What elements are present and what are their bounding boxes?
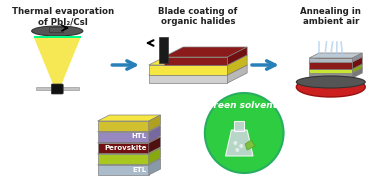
Polygon shape [149,65,228,75]
Polygon shape [98,143,149,153]
FancyBboxPatch shape [36,87,79,90]
Polygon shape [98,132,149,142]
Polygon shape [98,126,161,132]
Polygon shape [98,159,161,165]
Polygon shape [309,69,352,73]
Polygon shape [309,73,352,78]
Circle shape [239,144,243,148]
Polygon shape [98,137,161,143]
Polygon shape [309,62,352,69]
Polygon shape [245,140,255,150]
Polygon shape [149,55,247,65]
FancyBboxPatch shape [51,84,63,94]
Circle shape [233,141,237,145]
Polygon shape [98,148,161,154]
Polygon shape [309,57,362,62]
Polygon shape [309,58,352,62]
Circle shape [205,93,284,173]
Polygon shape [228,55,247,75]
Polygon shape [352,68,362,78]
Polygon shape [149,137,161,153]
Polygon shape [159,37,169,63]
Ellipse shape [296,76,365,88]
Polygon shape [149,65,247,75]
Polygon shape [149,75,228,83]
Polygon shape [164,47,247,57]
Polygon shape [309,53,362,58]
Polygon shape [352,57,362,69]
Ellipse shape [296,77,365,97]
Ellipse shape [32,26,83,36]
Bar [34,36,81,38]
Text: Annealing in
ambient air: Annealing in ambient air [301,7,361,26]
Polygon shape [98,115,161,121]
Polygon shape [149,115,161,131]
Polygon shape [149,148,161,164]
Polygon shape [309,64,362,69]
Circle shape [235,148,239,152]
Polygon shape [98,165,149,175]
Polygon shape [164,57,228,65]
Text: Blade coating of
organic halides: Blade coating of organic halides [158,7,238,26]
Polygon shape [226,130,253,156]
Polygon shape [149,159,161,175]
Polygon shape [149,126,161,142]
Polygon shape [309,68,362,73]
Polygon shape [228,47,247,65]
Bar [50,27,63,32]
Polygon shape [34,37,81,85]
Polygon shape [352,53,362,62]
Bar [234,121,244,131]
Text: Green solvents: Green solvents [206,100,282,110]
Text: Thermal evaporation
of PbI₂/CsI: Thermal evaporation of PbI₂/CsI [12,7,114,26]
Polygon shape [228,65,247,83]
Text: ETL: ETL [133,166,147,172]
Text: HTL: HTL [132,134,147,139]
Text: Perovskite: Perovskite [104,144,147,151]
Polygon shape [98,154,149,164]
Polygon shape [98,121,149,131]
Polygon shape [352,64,362,73]
